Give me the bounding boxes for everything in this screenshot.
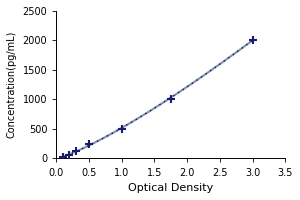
X-axis label: Optical Density: Optical Density <box>128 183 213 193</box>
Y-axis label: Concentration(pg/mL): Concentration(pg/mL) <box>7 31 17 138</box>
